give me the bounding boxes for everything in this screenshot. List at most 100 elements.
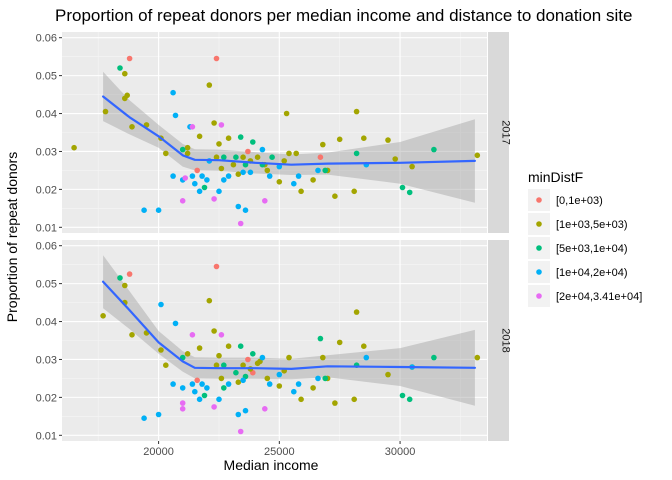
data-point (225, 381, 232, 387)
y-tick-label: 0.02 (36, 184, 57, 196)
data-point (293, 150, 300, 157)
data-point (189, 173, 196, 179)
data-point (392, 156, 399, 162)
data-point (353, 150, 360, 157)
data-point (235, 379, 242, 386)
data-point (242, 207, 249, 213)
data-point (218, 165, 225, 172)
data-point (363, 354, 370, 361)
data-point (474, 152, 481, 159)
data-point (199, 173, 205, 179)
y-tick-label: 0.06 (36, 33, 57, 45)
legend-entry: [1e+04,2e+04) (528, 261, 628, 283)
y-tick-label: 0.03 (36, 354, 57, 366)
legend-swatch (536, 221, 542, 227)
data-point (221, 177, 227, 183)
data-point (322, 167, 329, 174)
data-point (295, 381, 302, 387)
panel-2018: 0.01 0.02 0.03 0.04 0.05 0.06 2018 (36, 240, 512, 442)
data-point (216, 141, 222, 147)
data-point (240, 154, 246, 160)
data-point (240, 377, 246, 384)
data-point (216, 188, 222, 195)
data-point (179, 400, 186, 406)
data-point (298, 188, 304, 195)
data-point (213, 55, 220, 62)
data-point (102, 108, 109, 115)
data-point (170, 89, 176, 96)
data-point (320, 141, 326, 148)
smooth-line (102, 95, 476, 166)
data-point (179, 406, 186, 412)
legend-label: [2e+04,3.41e+04] (556, 291, 642, 303)
x-tick-label: 25000 (264, 446, 295, 458)
data-point (189, 332, 196, 338)
legend-label: [1e+03,5e+03) (556, 219, 628, 231)
data-point (247, 169, 254, 176)
data-point (225, 135, 232, 141)
data-point (276, 179, 283, 185)
data-point (266, 173, 273, 179)
data-point (235, 171, 242, 177)
data-point (385, 371, 391, 378)
x-axis-label: Median income (224, 457, 319, 473)
legend-swatch (536, 269, 542, 275)
data-point (269, 154, 275, 160)
data-point (155, 411, 162, 418)
data-point (225, 173, 232, 179)
smooth-line (102, 280, 476, 370)
data-point (204, 385, 210, 391)
data-point (237, 220, 244, 227)
data-point (310, 385, 316, 391)
data-point (192, 180, 198, 187)
data-point (117, 275, 123, 281)
y-tick-label: 0.05 (36, 279, 57, 291)
y-axis-label: Proportion of repeat donors (4, 152, 20, 322)
data-point (221, 385, 227, 391)
data-point (242, 407, 249, 414)
data-point (237, 428, 244, 435)
data-point (235, 411, 242, 418)
data-point (385, 137, 391, 143)
data-point (291, 388, 297, 395)
data-point (179, 146, 186, 153)
data-point (182, 175, 188, 181)
data-point (179, 385, 186, 391)
legend-label: [0,1e+03) (556, 195, 603, 207)
data-point (184, 351, 191, 357)
data-point (315, 167, 321, 174)
data-point (240, 362, 246, 369)
data-point (332, 400, 338, 406)
data-point (254, 154, 261, 160)
legend-entry: [0,1e+03) (528, 189, 603, 211)
data-point (141, 207, 147, 213)
data-point (129, 124, 135, 130)
y-tick-label: 0.01 (36, 222, 57, 234)
data-point (240, 169, 246, 176)
data-point (406, 396, 413, 403)
data-point (194, 377, 200, 384)
data-point (100, 313, 106, 319)
data-point (295, 173, 302, 179)
legend-entry: [1e+03,5e+03) (528, 213, 628, 235)
data-point (163, 150, 169, 157)
data-point (276, 371, 283, 378)
data-point (317, 154, 324, 160)
data-point (225, 343, 232, 350)
data-point (237, 343, 244, 350)
data-point (196, 188, 203, 195)
data-point (474, 354, 481, 361)
data-point (317, 335, 324, 342)
data-point (206, 82, 213, 88)
data-point (179, 198, 186, 204)
data-point (281, 158, 288, 164)
data-point (211, 328, 217, 334)
data-point (201, 392, 208, 399)
data-point (158, 301, 164, 308)
data-point (286, 354, 292, 361)
data-point (122, 282, 128, 289)
data-point (264, 167, 271, 174)
data-point (286, 150, 292, 157)
data-point (189, 124, 196, 130)
